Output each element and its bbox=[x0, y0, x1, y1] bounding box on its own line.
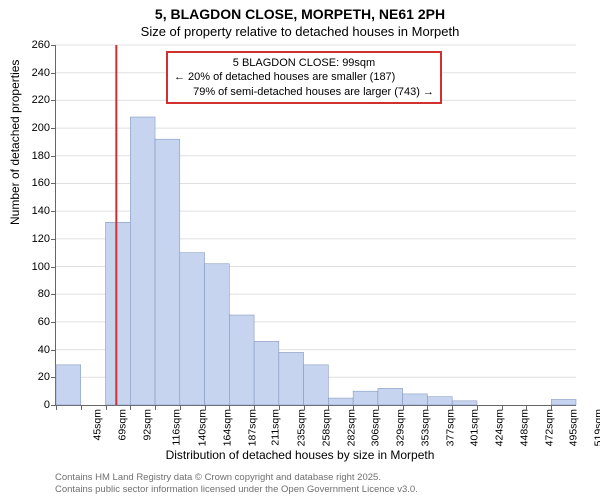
chart-title-block: 5, BLAGDON CLOSE, MORPETH, NE61 2PH Size… bbox=[0, 6, 600, 39]
x-tick-label: 519sqm bbox=[593, 409, 600, 446]
bar bbox=[378, 388, 403, 405]
x-tick-label: 495sqm bbox=[568, 409, 580, 446]
bar bbox=[353, 391, 378, 405]
callout-line3: 79% of semi-detached houses are larger (… bbox=[174, 85, 434, 99]
bar bbox=[452, 401, 477, 405]
y-tick-label: 180 bbox=[20, 150, 56, 162]
x-tick-label: 92sqm bbox=[141, 409, 153, 441]
x-tick-label: 116sqm bbox=[171, 409, 183, 446]
x-tick-label: 448sqm bbox=[518, 409, 530, 446]
chart-subtitle: Size of property relative to detached ho… bbox=[0, 24, 600, 39]
bar bbox=[427, 397, 452, 405]
x-tick-label: 187sqm bbox=[246, 409, 258, 446]
x-tick-label: 424sqm bbox=[494, 409, 506, 446]
bar bbox=[56, 365, 81, 405]
bar bbox=[205, 264, 230, 405]
bar bbox=[229, 315, 254, 405]
x-tick-label: 211sqm bbox=[270, 409, 282, 446]
bar bbox=[551, 399, 576, 405]
callout-line2: ← 20% of detached houses are smaller (18… bbox=[174, 70, 434, 84]
y-tick-label: 160 bbox=[20, 177, 56, 189]
y-tick-label: 260 bbox=[20, 39, 56, 51]
chart-container: 5, BLAGDON CLOSE, MORPETH, NE61 2PH Size… bbox=[0, 0, 600, 500]
bar bbox=[180, 253, 205, 405]
bar bbox=[130, 117, 155, 405]
x-tick-label: 45sqm bbox=[92, 409, 104, 441]
y-tick-label: 220 bbox=[20, 94, 56, 106]
x-tick-label: 306sqm bbox=[370, 409, 382, 446]
plot-area: 5 BLAGDON CLOSE: 99sqm ← 20% of detached… bbox=[55, 45, 576, 406]
x-tick-label: 472sqm bbox=[543, 409, 555, 446]
y-tick-label: 200 bbox=[20, 122, 56, 134]
attribution-line2: Contains public sector information licen… bbox=[55, 484, 418, 496]
y-tick-label: 120 bbox=[20, 233, 56, 245]
callout-line1: 5 BLAGDON CLOSE: 99sqm bbox=[174, 56, 434, 70]
bar bbox=[279, 352, 304, 405]
x-tick-label: 401sqm bbox=[469, 409, 481, 446]
attribution-line1: Contains HM Land Registry data © Crown c… bbox=[55, 472, 418, 484]
x-tick-label: 235sqm bbox=[295, 409, 307, 446]
bar bbox=[155, 139, 180, 405]
x-tick-label: 353sqm bbox=[419, 409, 431, 446]
y-tick-label: 60 bbox=[20, 316, 56, 328]
y-tick-label: 40 bbox=[20, 344, 56, 356]
bars-group bbox=[56, 117, 576, 405]
y-axis-label-text: Number of detached properties bbox=[8, 60, 22, 225]
bar bbox=[254, 341, 279, 405]
x-axis-label-text: Distribution of detached houses by size … bbox=[166, 448, 435, 462]
y-tick-label: 100 bbox=[20, 261, 56, 273]
chart-title: 5, BLAGDON CLOSE, MORPETH, NE61 2PH bbox=[0, 6, 600, 22]
y-axis-label: Number of detached properties bbox=[8, 60, 22, 225]
x-tick-label: 140sqm bbox=[196, 409, 208, 446]
x-tick-label: 69sqm bbox=[116, 409, 128, 441]
x-axis-label: Distribution of detached houses by size … bbox=[0, 448, 600, 462]
bar bbox=[328, 398, 353, 405]
y-tick-label: 20 bbox=[20, 371, 56, 383]
callout-box: 5 BLAGDON CLOSE: 99sqm ← 20% of detached… bbox=[166, 51, 442, 104]
y-tick-label: 80 bbox=[20, 288, 56, 300]
x-tick-label: 258sqm bbox=[320, 409, 332, 446]
attribution: Contains HM Land Registry data © Crown c… bbox=[55, 472, 418, 496]
x-tick-label: 164sqm bbox=[221, 409, 233, 446]
y-tick-label: 140 bbox=[20, 205, 56, 217]
y-tick-label: 0 bbox=[20, 399, 56, 411]
bar bbox=[106, 222, 131, 405]
bar bbox=[304, 365, 329, 405]
x-tick-label: 329sqm bbox=[395, 409, 407, 446]
x-tick-label: 282sqm bbox=[345, 409, 357, 446]
x-tick-label: 377sqm bbox=[444, 409, 456, 446]
bar bbox=[403, 394, 428, 405]
y-tick-label: 240 bbox=[20, 67, 56, 79]
